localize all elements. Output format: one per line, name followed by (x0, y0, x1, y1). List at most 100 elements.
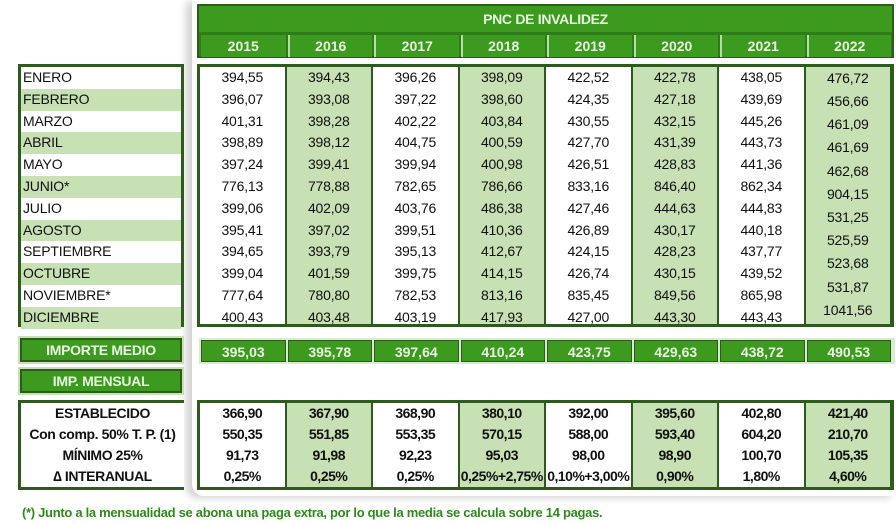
value-cell: 0,90% (656, 468, 694, 484)
value-cell: 0,25%+2,75% (460, 468, 544, 484)
importe-medio-value: 429,63 (633, 340, 718, 362)
month-label: JUNIO* (21, 175, 181, 198)
value-cell: 98,90 (658, 447, 692, 463)
value-cell: 604,20 (741, 426, 782, 442)
value-cell: 431,39 (653, 134, 696, 151)
value-cell: 398,89 (221, 134, 264, 151)
year-column: 476,72 456,66 461,09 461,69 462,68 904,15 531,… (805, 67, 890, 324)
value-cell: 786,66 (480, 177, 523, 194)
month-label: ENERO (23, 69, 72, 85)
value-cell: 403,76 (394, 199, 437, 216)
bottom-labels: ESTABLECIDO Con comp. 50% T. P. (1) MÍNIMO… (18, 400, 184, 490)
value-cell: 399,06 (221, 199, 264, 216)
value-cell: 461,69 (826, 139, 869, 156)
value-cell: 400,59 (480, 134, 523, 151)
value-cell: 393,08 (307, 90, 350, 107)
year-column: 366,90 550,35 91,73 0,25% (200, 403, 285, 487)
value-cell: 95,03 (485, 447, 519, 463)
table-header: PNC DE INVALIDEZ 2015 2016 2017 2018 2019 202… (197, 4, 894, 58)
value-cell: 395,13 (394, 243, 437, 260)
value-cell: 833,16 (567, 177, 610, 194)
value-cell: 441,36 (740, 156, 783, 173)
importe-medio-value: 397,64 (374, 340, 459, 362)
month-label: ABRIL (21, 132, 181, 155)
value-cell: 462,68 (826, 162, 869, 179)
value-cell: 392,00 (568, 405, 609, 421)
value-cell: 777,64 (221, 286, 264, 303)
footnote: (*) Junto a la mensualidad se abona una … (22, 505, 603, 520)
value-cell: 525,59 (826, 232, 869, 249)
month-label: DICIEMBRE (21, 306, 181, 329)
value-cell: 444,63 (653, 199, 696, 216)
value-cell: 776,13 (221, 177, 264, 194)
year-column: 368,90 553,35 92,23 0,25% (373, 403, 458, 487)
value-cell: 835,45 (567, 286, 610, 303)
value-cell: 368,90 (395, 405, 436, 421)
value-cell: 428,83 (653, 156, 696, 173)
importe-medio-value: 410,24 (460, 340, 545, 362)
value-cell: 427,70 (567, 134, 610, 151)
importe-medio-label: IMPORTE MEDIO (20, 338, 182, 362)
value-cell: 399,41 (307, 156, 350, 173)
value-cell: 553,35 (395, 426, 436, 442)
value-cell: 443,43 (740, 308, 783, 325)
value-cell: 430,15 (653, 265, 696, 282)
value-cell: 588,00 (568, 426, 609, 442)
year-column: 402,80 604,20 100,70 1,80% (719, 403, 804, 487)
value-cell: 394,55 (221, 69, 264, 85)
year-column: 367,90 551,85 91,98 0,25% (286, 403, 371, 487)
importe-medio-value: 490,53 (806, 340, 891, 362)
imp-mensual-label: IMP. MENSUAL (20, 369, 182, 393)
value-cell: 398,60 (480, 90, 523, 107)
value-cell: 427,18 (653, 90, 696, 107)
value-cell: 400,43 (221, 308, 264, 325)
value-cell: 402,80 (741, 405, 782, 421)
value-cell: 105,35 (827, 447, 868, 463)
month-labels: ENERO FEBRERO MARZO ABRIL MAYO JUNIO* JULIO AGO… (18, 64, 184, 329)
year-column: 398,09 398,60 403,84 400,59 400,98 786,66 486,… (459, 67, 544, 325)
importe-medio-value: 395,78 (287, 340, 372, 362)
year-header: 2015 (201, 35, 286, 57)
value-cell: 91,73 (225, 447, 259, 463)
year-column: 394,43 393,08 398,28 398,12 399,41 778,88 402,… (286, 67, 371, 325)
value-cell: 394,65 (221, 243, 264, 260)
value-cell: 401,31 (221, 112, 264, 129)
month-label: JULIO (23, 199, 62, 216)
value-cell: 417,93 (480, 308, 523, 325)
value-cell: 904,15 (826, 185, 869, 202)
value-cell: 0,25% (223, 468, 262, 484)
value-cell: 414,15 (480, 265, 523, 282)
year-column: 395,60 593,40 98,90 0,90% (632, 403, 717, 487)
value-cell: 523,68 (826, 255, 869, 272)
value-cell: 551,85 (308, 426, 349, 442)
value-cell: 426,89 (567, 221, 610, 238)
value-cell: 476,72 (826, 69, 869, 86)
year-header: 2017 (374, 35, 459, 57)
value-cell: 98,00 (571, 447, 605, 463)
bottom-label: Con comp. 50% T. P. (1) (29, 426, 176, 442)
value-cell: 443,73 (740, 134, 783, 151)
value-cell: 862,34 (740, 177, 783, 194)
year-header: 2018 (460, 35, 545, 57)
month-label: SEPTIEMBRE (23, 243, 112, 260)
value-cell: 424,35 (567, 90, 610, 107)
value-cell: 430,55 (567, 112, 610, 129)
value-cell: 550,35 (222, 426, 263, 442)
value-cell: 426,51 (567, 156, 610, 173)
value-cell: 424,15 (567, 243, 610, 260)
value-cell: 440,18 (740, 221, 783, 238)
value-cell: 461,09 (826, 116, 869, 133)
value-cell: 399,04 (221, 265, 264, 282)
value-cell: 846,40 (653, 177, 696, 194)
year-column: 422,52 424,35 430,55 427,70 426,51 833,16 427,… (546, 67, 631, 325)
year-headers: 2015 2016 2017 2018 2019 2020 2021 2022 (201, 35, 893, 57)
value-cell: 445,26 (740, 112, 783, 129)
value-cell: 396,07 (221, 90, 264, 107)
month-label: OCTUBRE (21, 263, 181, 285)
value-cell: 100,70 (741, 447, 782, 463)
month-label: MAYO (23, 156, 63, 173)
value-cell: 402,22 (394, 112, 437, 129)
value-cell: 427,46 (567, 199, 610, 216)
bottom-label: ESTABLECIDO (55, 405, 150, 421)
value-cell: 0,25% (310, 468, 348, 484)
